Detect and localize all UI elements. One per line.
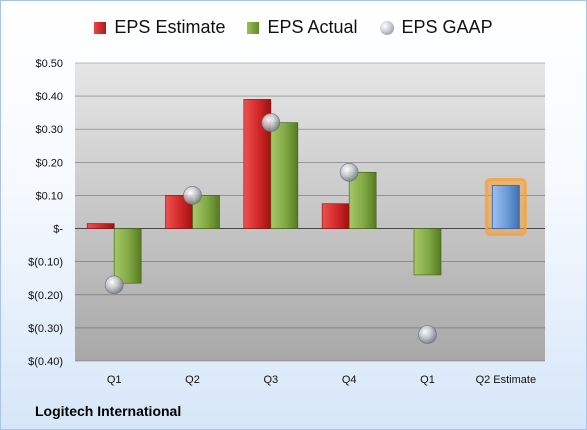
legend-label-gaap: EPS GAAP — [401, 17, 493, 37]
point-eps-gaap — [183, 186, 202, 205]
bar-eps-estimate-forecast — [491, 185, 520, 229]
point-eps-gaap — [418, 325, 437, 344]
x-tick-label: Q1 — [107, 374, 122, 386]
legend-swatch-actual — [247, 21, 260, 34]
x-tick-label: Q4 — [342, 374, 357, 386]
y-tick-label: $0.30 — [35, 124, 63, 136]
y-tick-label: $0.40 — [35, 91, 63, 103]
point-eps-gaap — [261, 113, 281, 132]
y-tick-label: $(0.30) — [28, 323, 63, 335]
x-tick-label: Q1 — [420, 374, 435, 386]
bar-eps-actual — [113, 228, 142, 284]
y-tick-label: $(0.20) — [28, 290, 63, 302]
bar-eps-actual — [348, 171, 377, 229]
y-tick-label: $(0.40) — [28, 356, 63, 368]
legend-item-gaap: EPS GAAP — [379, 17, 493, 38]
plot-area — [75, 63, 545, 361]
legend-swatch-estimate — [94, 21, 107, 34]
legend-label-actual: EPS Actual — [267, 17, 358, 37]
y-tick-label: $0.20 — [35, 157, 63, 169]
legend-label-estimate: EPS Estimate — [114, 17, 226, 37]
y-tick-label: $0.10 — [35, 190, 63, 202]
y-tick-label: $0.50 — [35, 58, 63, 70]
company-name: Logitech International — [35, 403, 182, 419]
legend: EPS Estimate EPS Actual EPS GAAP — [1, 17, 586, 38]
point-eps-gaap — [339, 162, 359, 182]
legend-item-actual: EPS Actual — [247, 17, 358, 38]
legend-swatch-gaap — [379, 20, 394, 35]
bar-eps-estimate — [321, 203, 350, 229]
bar-eps-actual — [413, 228, 442, 276]
y-tick-label: $- — [53, 224, 63, 236]
legend-item-estimate: EPS Estimate — [94, 17, 225, 38]
x-tick-label: Q2 — [185, 374, 200, 386]
x-tick-label: Q3 — [263, 374, 278, 386]
point-eps-gaap — [104, 275, 124, 295]
y-tick-label: $(0.10) — [28, 257, 63, 269]
bar-eps-estimate — [86, 223, 115, 229]
bar-eps-estimate — [165, 195, 193, 229]
bar-eps-actual — [270, 122, 299, 229]
x-tick-label: Q2 Estimate — [476, 374, 537, 386]
